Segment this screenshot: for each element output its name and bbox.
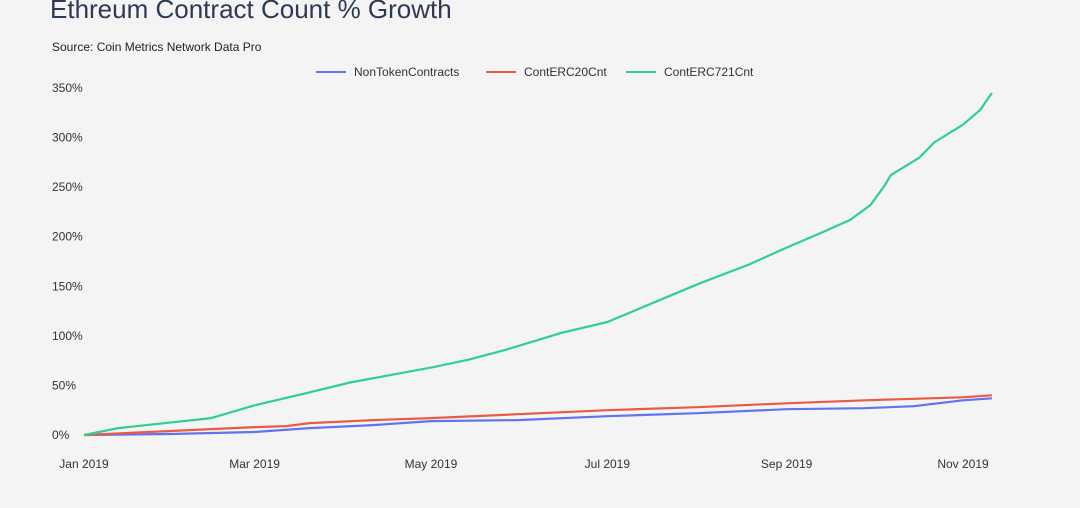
- y-tick-label: 350%: [52, 81, 83, 95]
- y-tick-label: 250%: [52, 180, 83, 194]
- series-line-ContERC20Cnt: [83, 394, 992, 437]
- x-tick-label: May 2019: [405, 457, 458, 471]
- x-tick-label: Jan 2019: [59, 457, 109, 471]
- x-tick-label: Sep 2019: [761, 457, 813, 471]
- series-line-NonTokenContracts: [83, 397, 992, 437]
- legend-label: ContERC721Cnt: [664, 65, 754, 79]
- y-tick-label: 200%: [52, 230, 83, 244]
- chart-subtitle: Source: Coin Metrics Network Data Pro: [52, 40, 262, 54]
- y-tick-label: 300%: [52, 131, 83, 145]
- y-tick-label: 150%: [52, 279, 83, 293]
- y-tick-label: 50%: [52, 378, 76, 392]
- legend-label: ContERC20Cnt: [524, 65, 607, 79]
- x-tick-label: Nov 2019: [937, 457, 989, 471]
- chart-title: Ethreum Contract Count % Growth: [50, 0, 452, 24]
- y-tick-label: 100%: [52, 329, 83, 343]
- series-line-ContERC721Cnt: [83, 92, 993, 437]
- legend-label: NonTokenContracts: [354, 65, 459, 79]
- x-tick-label: Mar 2019: [229, 457, 280, 471]
- y-tick-label: 0%: [52, 428, 70, 442]
- x-tick-label: Jul 2019: [585, 457, 631, 471]
